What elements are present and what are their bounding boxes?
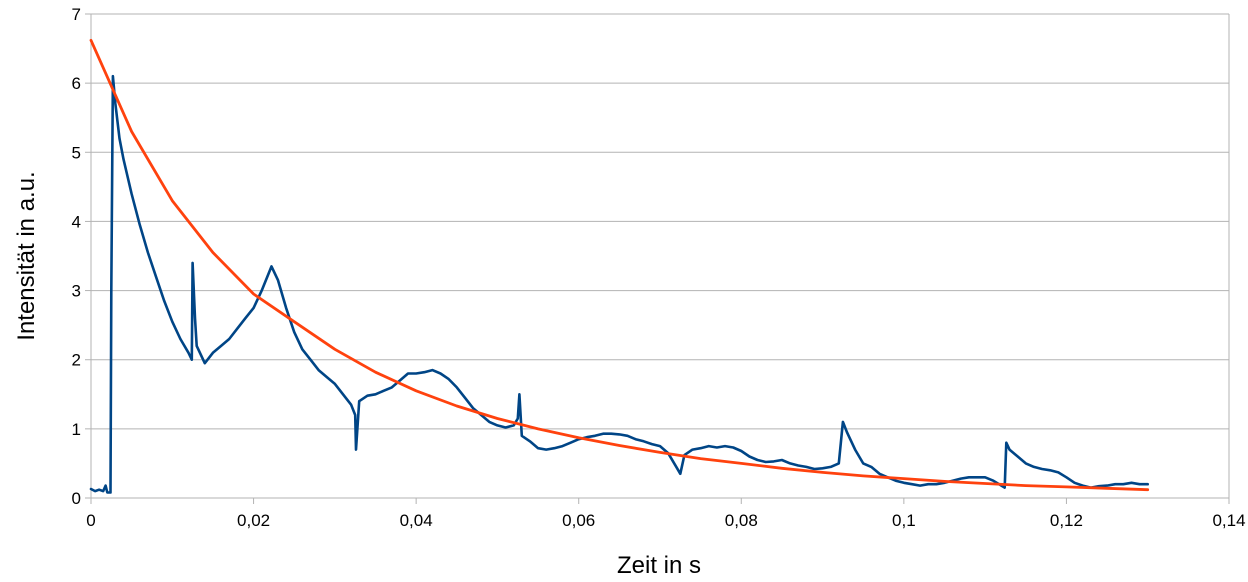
x-tick-label: 0 xyxy=(86,511,95,530)
x-tick-label: 0,04 xyxy=(400,511,433,530)
grid-layer xyxy=(91,13,1230,498)
y-tick-label: 4 xyxy=(72,212,81,231)
series-line-2 xyxy=(89,38,1150,492)
tick-labels: 0 0,02 0,04 0,06 0,08 0,1 0,12 0,14 0 1 2 3 4 5 6 7 xyxy=(72,5,1246,530)
axis-layer xyxy=(85,13,1230,504)
x-tick-label: 0,12 xyxy=(1050,511,1083,530)
y-tick-label: 7 xyxy=(72,5,81,24)
series-layer xyxy=(89,38,1150,494)
y-axis-title: Intensität in a.u. xyxy=(13,171,40,340)
y-tick-label: 6 xyxy=(72,74,81,93)
y-tick-label: 2 xyxy=(72,351,81,370)
y-tick-label: 1 xyxy=(72,420,81,439)
x-tick-label: 0,1 xyxy=(892,511,916,530)
y-tick-label: 0 xyxy=(72,489,81,508)
y-tick-label: 5 xyxy=(72,143,81,162)
series-line-1 xyxy=(89,74,1149,494)
x-tick-label: 0,02 xyxy=(237,511,270,530)
x-tick-label: 0,08 xyxy=(725,511,758,530)
x-axis-title: Zeit in s xyxy=(617,552,701,579)
x-tick-label: 0,06 xyxy=(562,511,595,530)
y-tick-label: 3 xyxy=(72,282,81,301)
x-tick-label: 0,14 xyxy=(1212,511,1245,530)
